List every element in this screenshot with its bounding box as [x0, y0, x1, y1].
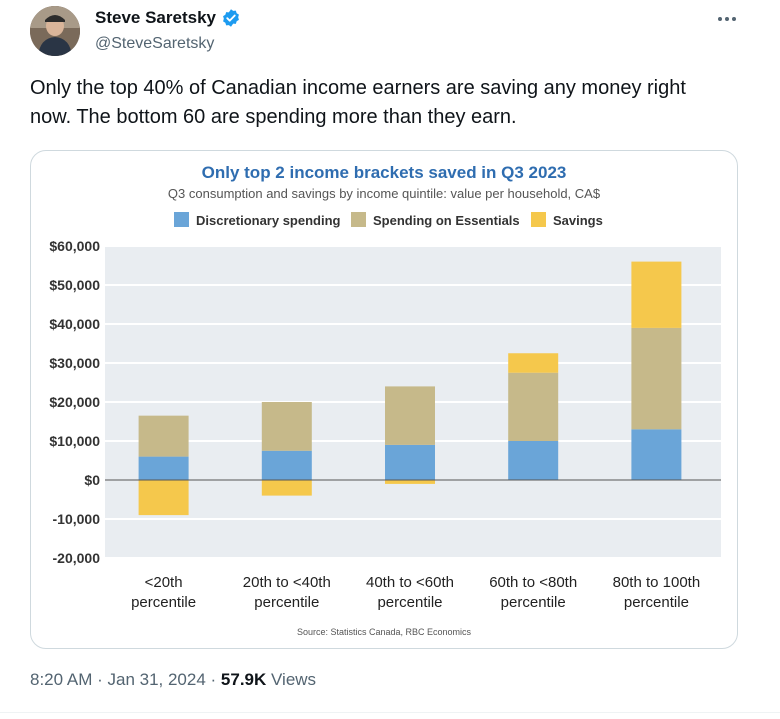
x-tick-label: 80th to 100th: [613, 574, 701, 591]
bar-segment: [261, 450, 312, 480]
bar-segment: [385, 444, 435, 480]
views-label: Views: [271, 670, 317, 689]
bar-segment: [631, 327, 682, 430]
x-tick-label: <20th: [145, 574, 183, 591]
tweet-meta: 8:20 AM · Jan 31, 2024 · 57.9K Views: [30, 670, 316, 690]
x-tick-label: percentile: [624, 594, 689, 611]
legend-swatch: [174, 212, 189, 227]
more-options-icon[interactable]: [717, 8, 737, 29]
y-tick-label: -20,000: [53, 550, 101, 566]
author-display-name[interactable]: Steve Saretsky: [95, 8, 216, 27]
legend-swatch: [351, 212, 366, 227]
x-tick-label: percentile: [131, 594, 196, 611]
y-tick-label: $20,000: [49, 394, 100, 410]
legend-label: Discretionary spending: [196, 213, 341, 228]
x-tick-label: percentile: [254, 594, 319, 611]
y-tick-label: $50,000: [49, 277, 100, 293]
bar-segment: [508, 441, 559, 480]
y-tick-label: $10,000: [49, 433, 100, 449]
y-tick-label: $40,000: [49, 316, 100, 332]
bar-segment: [138, 480, 189, 516]
verified-badge-icon: [221, 8, 241, 28]
x-tick-label: 20th to <40th: [243, 574, 331, 591]
meta-separator: ·: [205, 670, 221, 689]
author-name-row: Steve Saretsky: [95, 8, 241, 28]
tweet-text: Only the top 40% of Canadian income earn…: [30, 77, 686, 128]
avatar-image: [30, 6, 80, 56]
avatar[interactable]: [30, 6, 80, 56]
y-tick-label: $30,000: [49, 355, 100, 371]
x-tick-label: 60th to <80th: [489, 574, 577, 591]
bar-segment: [508, 372, 559, 441]
tweet-time[interactable]: 8:20 AM: [30, 670, 93, 689]
meta-separator: ·: [92, 670, 108, 689]
bar-segment: [261, 402, 312, 451]
bar-segment: [261, 480, 312, 496]
legend-swatch: [531, 212, 546, 227]
bar-segment: [631, 429, 682, 480]
tweet-media-chart[interactable]: Only top 2 income brackets saved in Q3 2…: [30, 150, 738, 649]
bar-segment: [385, 480, 435, 484]
chart-title: Only top 2 income brackets saved in Q3 2…: [202, 163, 567, 182]
bar-segment: [631, 261, 682, 328]
divider: [0, 712, 780, 713]
x-tick-label: percentile: [501, 594, 566, 611]
views-count: 57.9K: [220, 670, 267, 689]
x-tick-label: percentile: [377, 594, 442, 611]
y-tick-label: $0: [84, 472, 100, 488]
bar-segment: [138, 415, 189, 457]
x-tick-label: 40th to <60th: [366, 574, 454, 591]
author-handle[interactable]: @SteveSaretsky: [95, 35, 215, 52]
y-tick-label: -10,000: [53, 511, 101, 527]
chart-subtitle: Q3 consumption and savings by income qui…: [168, 186, 601, 201]
y-tick-label: $60,000: [49, 238, 100, 254]
legend-label: Spending on Essentials: [373, 213, 520, 228]
chart: Only top 2 income brackets saved in Q3 2…: [49, 163, 721, 637]
chart-source: Source: Statistics Canada, RBC Economics: [297, 627, 472, 637]
bar-segment: [385, 386, 435, 445]
legend-label: Savings: [553, 213, 603, 228]
bar-segment: [138, 456, 189, 480]
tweet-date[interactable]: Jan 31, 2024: [107, 670, 206, 689]
bar-segment: [508, 353, 559, 373]
